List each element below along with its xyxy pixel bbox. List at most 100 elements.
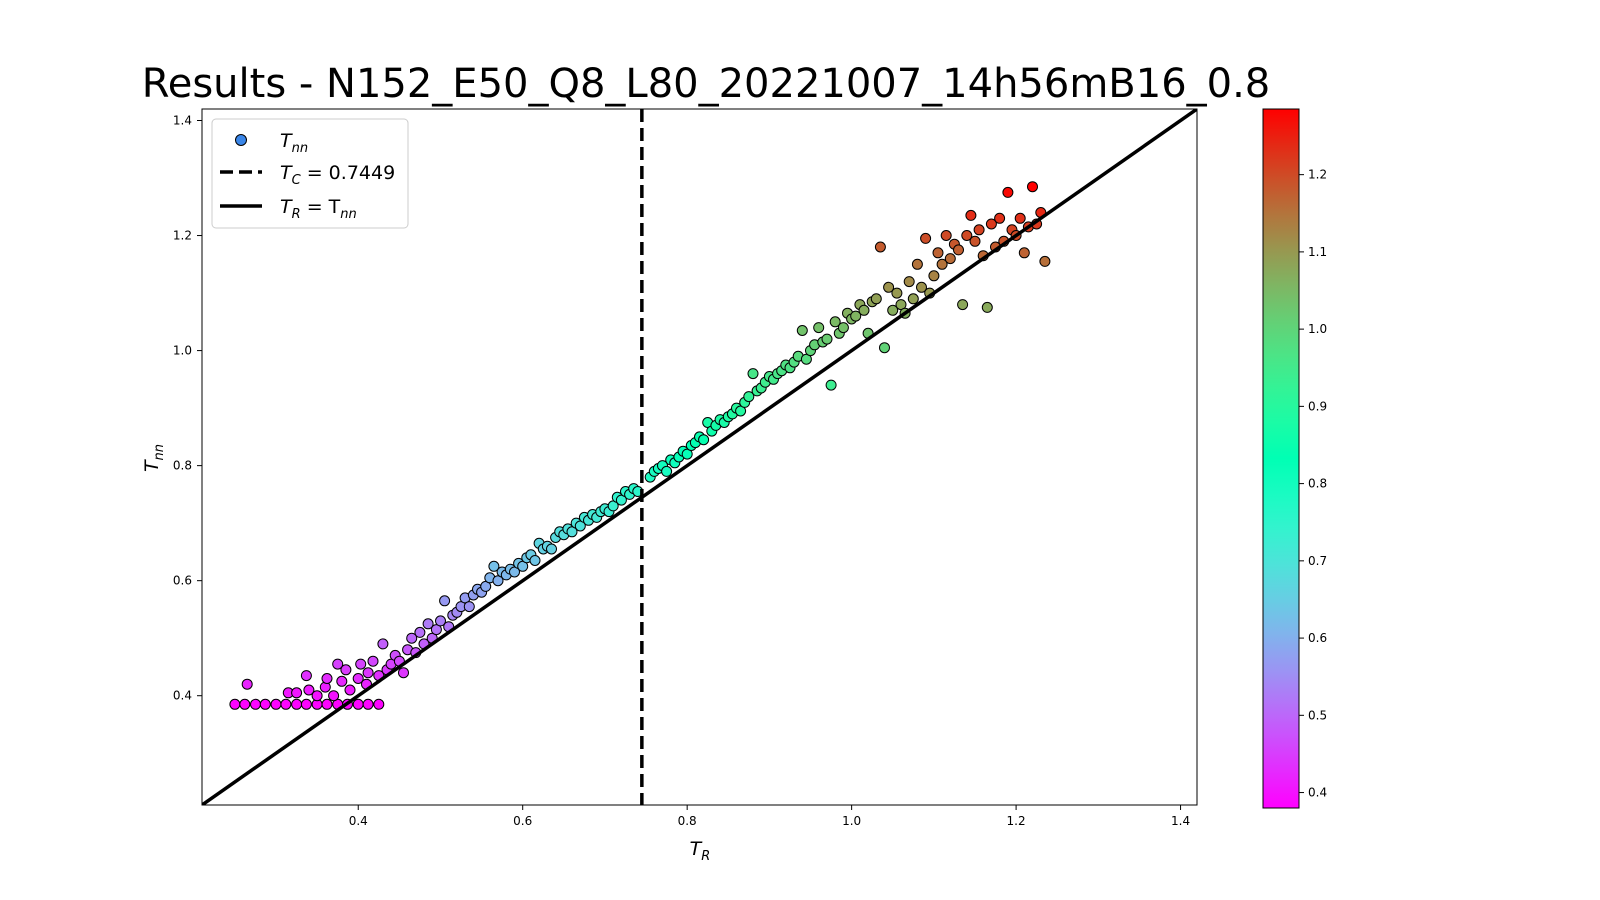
scatter-point [352, 698, 364, 710]
scatter-point [463, 601, 475, 613]
scatter-point [492, 575, 504, 587]
scatter-point [367, 655, 379, 667]
scatter-point [241, 678, 253, 690]
colorbar-tick-label: 1.2 [1308, 168, 1327, 182]
scatter-point [858, 304, 870, 316]
scatter-point [250, 698, 261, 710]
colorbar-tick-label: 0.8 [1308, 477, 1327, 491]
colorbar-tick-label: 0.5 [1308, 708, 1327, 722]
scatter-point [259, 698, 271, 710]
scatter-point [439, 595, 451, 607]
scatter-point [406, 632, 418, 644]
scatter-point [435, 615, 446, 627]
scatter-point [953, 244, 964, 256]
legend-box [211, 118, 409, 229]
scatter-point [300, 698, 312, 710]
scatter-point [328, 690, 340, 702]
legend-label: TC = 0.7449 [280, 162, 395, 188]
x-tick-label: 1.0 [842, 814, 861, 828]
x-axis-label: TR [690, 838, 711, 864]
scatter-point [928, 270, 940, 282]
scatter-point [981, 301, 993, 313]
scatter-point [796, 325, 808, 336]
scatter-point [398, 667, 409, 679]
scatter-point [813, 322, 825, 334]
scatter-point [985, 218, 997, 230]
scatter-point [362, 698, 374, 710]
scatter-point [291, 698, 303, 710]
colorbar-tick-label: 0.7 [1308, 554, 1327, 568]
y-axis-label: Tnn [141, 444, 167, 472]
scatter-point [362, 667, 374, 679]
scatter-point [936, 258, 948, 270]
legend-label: Tnn [280, 130, 308, 156]
scatter-point [825, 379, 837, 391]
chart-title: Results - N152_E50_Q8_L80_20221007_14h56… [142, 61, 1271, 107]
y-tick-label: 0.8 [173, 459, 192, 473]
scatter-point [747, 368, 759, 380]
colorbar-tick-label: 1.1 [1308, 245, 1327, 259]
scatter-point [321, 698, 333, 710]
identity-line [202, 109, 1197, 805]
scatter-point [874, 241, 886, 253]
scatter-point [321, 673, 333, 684]
scatter-point [332, 658, 344, 670]
scatter-point [879, 342, 890, 354]
legend-label: TR = Tnn [280, 196, 357, 222]
scatter-point [1027, 181, 1038, 193]
scatter-point [661, 465, 673, 477]
scatter-point [829, 316, 841, 328]
scatter-point [911, 258, 923, 270]
axes: 0.4 0.6 0.8 1.0 1.2 1.4 0.4 0.6 0.8 1.0 1.2 1.4 [173, 108, 1198, 828]
scatter-point [377, 638, 389, 650]
scatter-point [414, 626, 426, 638]
scatter-point [355, 658, 367, 670]
scatter-point [488, 560, 500, 572]
x-tick-label: 0.8 [678, 814, 697, 828]
x-tick-label: 0.6 [513, 814, 532, 828]
scatter-point [920, 232, 932, 244]
colorbar: 0.4 0.5 0.6 0.7 0.8 0.9 1.0 1.1 1.2 [1262, 108, 1327, 809]
scatter-point [291, 687, 303, 699]
scatter-point [229, 698, 241, 710]
scatter-point [916, 281, 927, 293]
scatter-point [311, 690, 323, 702]
scatter-point [336, 675, 348, 687]
scatter-point [907, 293, 919, 305]
colorbar-gradient [1262, 108, 1300, 809]
scatter-point [932, 247, 944, 259]
scatter-point [1014, 212, 1026, 224]
scatter-point [430, 624, 442, 636]
scatter-point [1018, 247, 1030, 259]
y-tick-label: 1.0 [173, 344, 192, 358]
scatter-point [973, 224, 985, 236]
scatter-point [940, 230, 952, 241]
colorbar-tick-label: 1.0 [1308, 322, 1327, 336]
scatter-point [891, 287, 903, 299]
colorbar-tick-label: 0.9 [1308, 399, 1327, 413]
scatter-point [743, 391, 755, 403]
scatter-point [280, 698, 292, 710]
x-tick-label: 1.4 [1171, 814, 1190, 828]
scatter-point [944, 253, 956, 265]
scatter-point [270, 698, 282, 710]
scatter-point [961, 230, 973, 241]
reference-lines [202, 109, 1197, 805]
legend: Tnn TC = 0.7449 TR = Tnn [211, 118, 409, 229]
y-tick-label: 1.2 [173, 229, 192, 243]
scatter-point [870, 293, 882, 305]
scatter-point [303, 684, 315, 696]
scatter-point [821, 333, 833, 345]
y-tick-label: 0.6 [173, 574, 192, 588]
axes-frame [201, 108, 1198, 806]
scatter-point [239, 698, 251, 710]
scatter-point [994, 212, 1006, 224]
colorbar-tick-label: 0.6 [1308, 631, 1327, 645]
scatter-point [883, 281, 895, 293]
scatter-point [698, 434, 710, 446]
scatter-point [566, 526, 578, 538]
scatter-point [546, 543, 557, 555]
scatter-point [422, 618, 434, 630]
scatter-point [837, 322, 849, 334]
